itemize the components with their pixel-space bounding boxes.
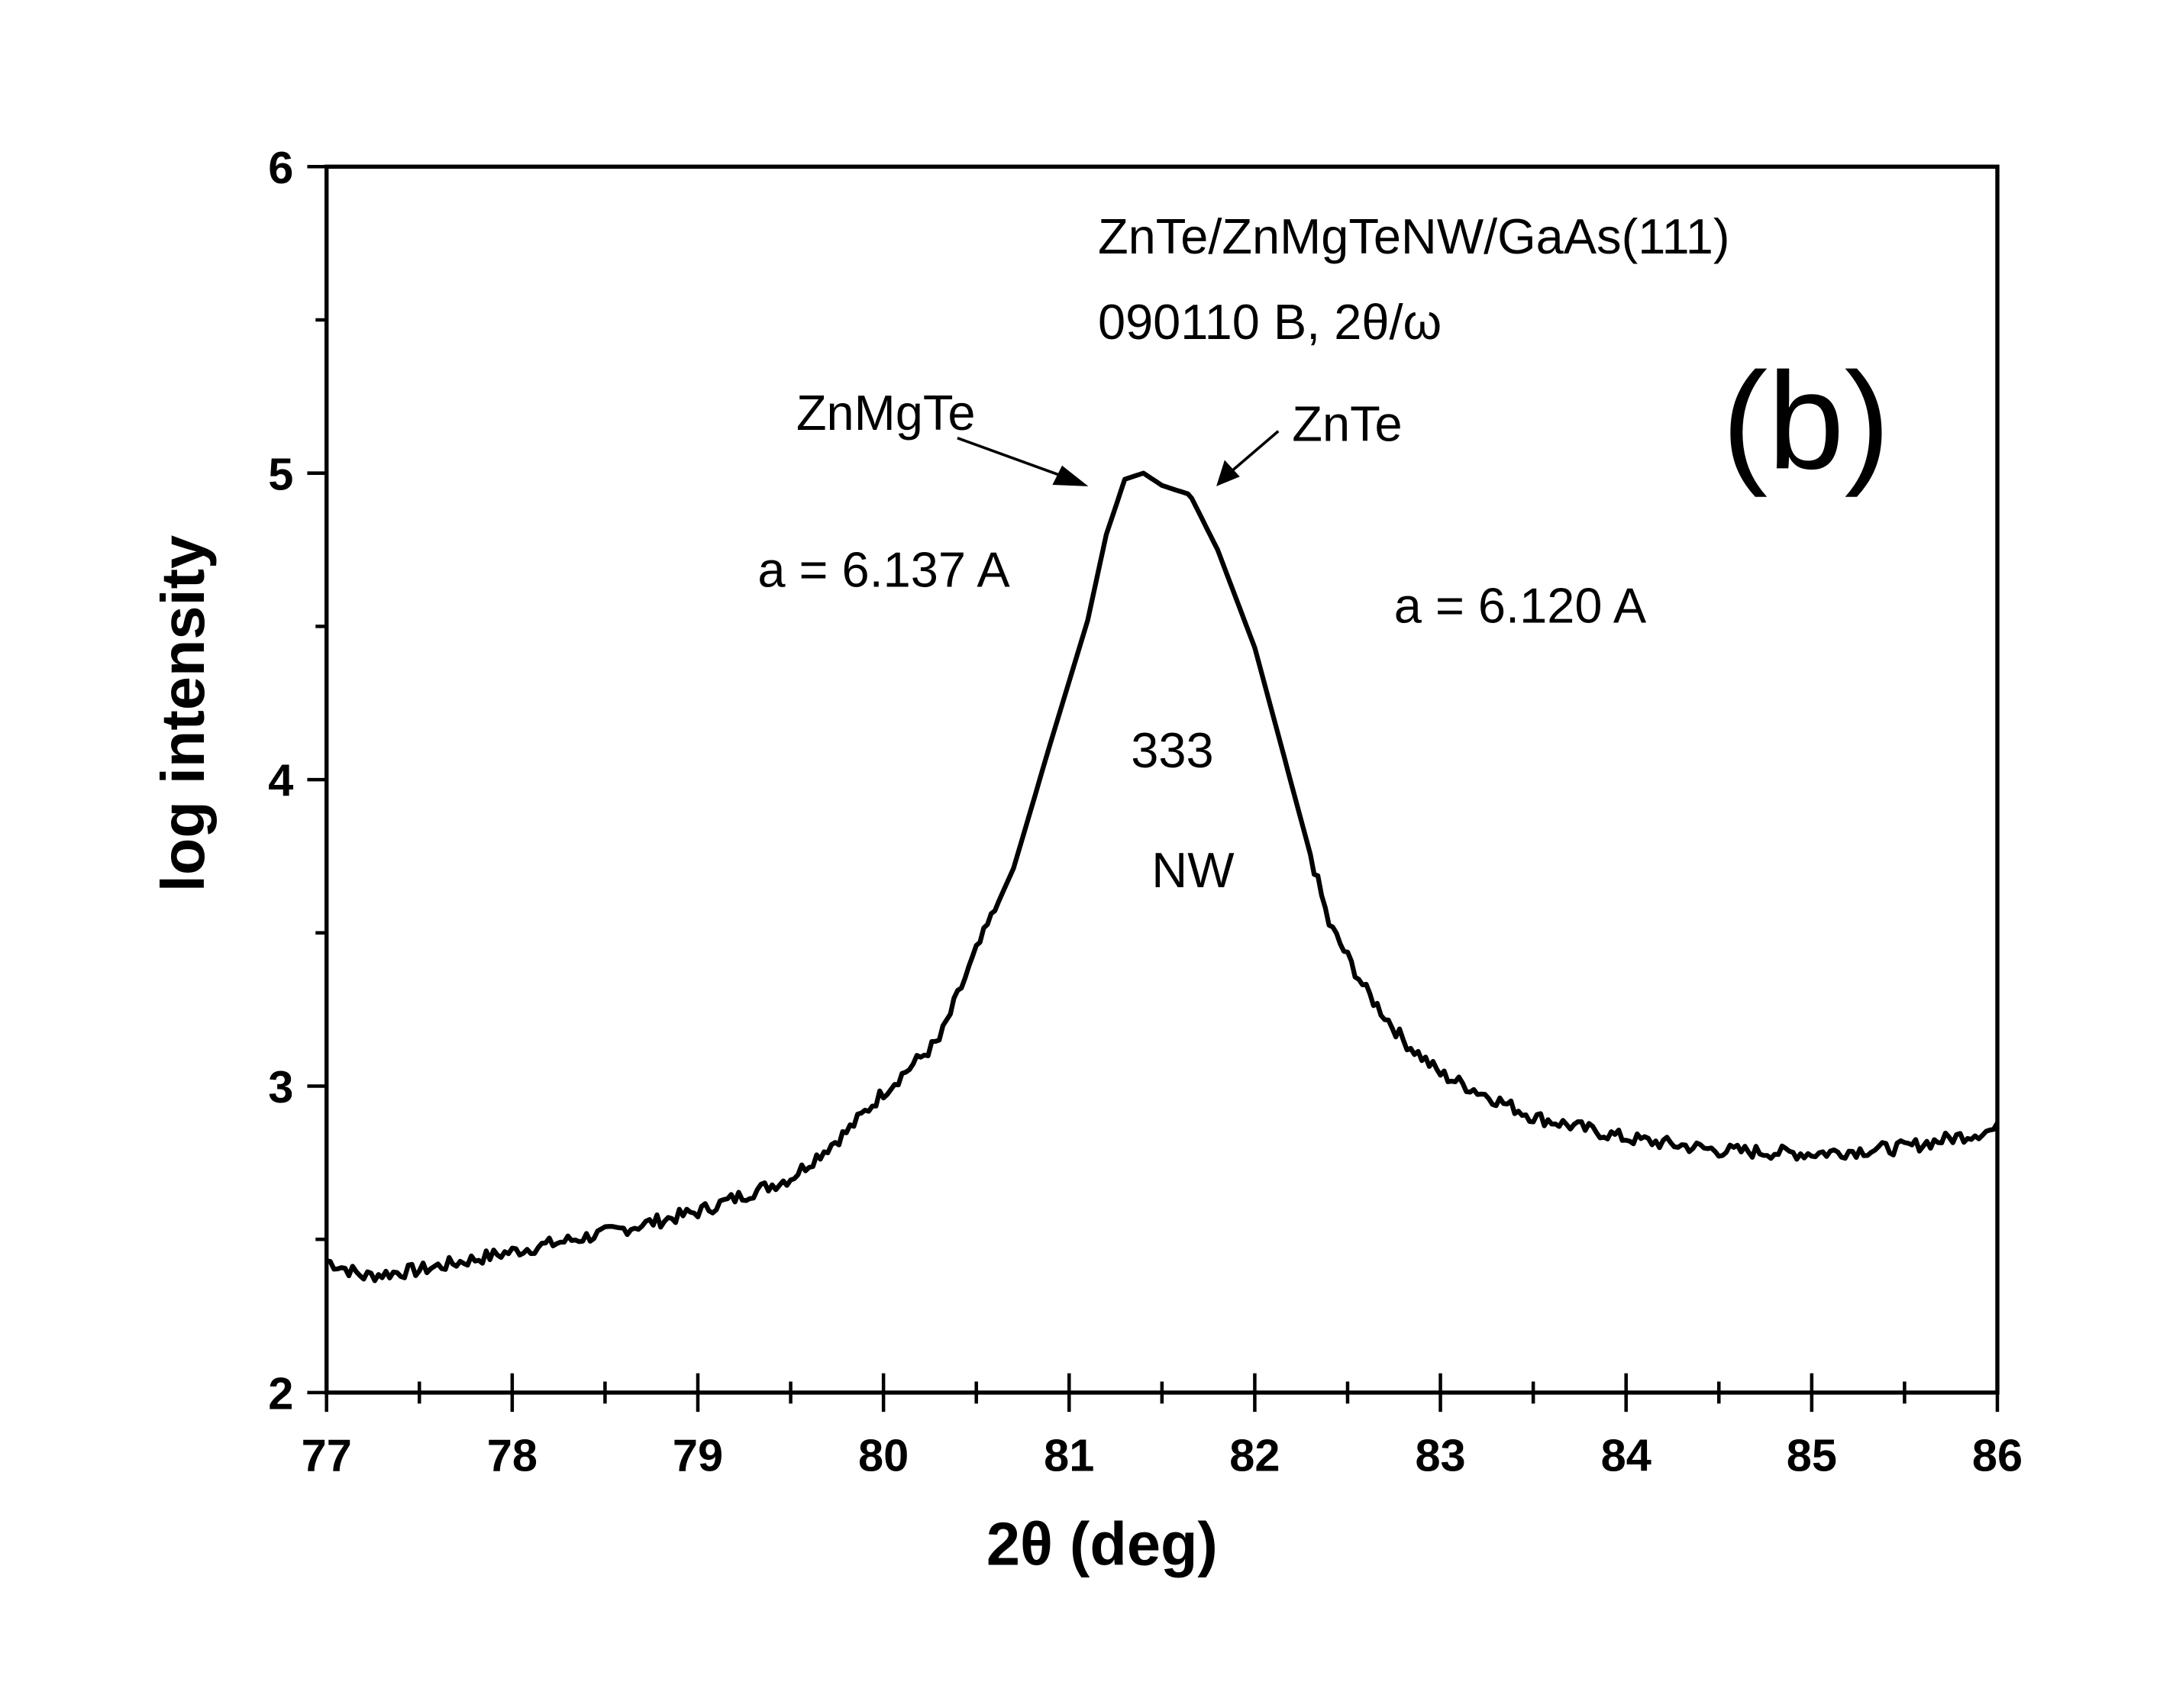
x-tick-label: 82 bbox=[1229, 1430, 1280, 1481]
x-tick-label: 83 bbox=[1415, 1430, 1465, 1481]
x-tick-label: 84 bbox=[1601, 1430, 1651, 1481]
panel-label: (b) bbox=[1722, 344, 1890, 498]
peak-left-label: ZnMgTe bbox=[796, 385, 976, 441]
x-tick-labels: 77 78 79 80 81 82 83 84 85 86 bbox=[302, 1430, 2023, 1481]
y-tick-label: 3 bbox=[268, 1061, 293, 1112]
sample-label: ZnTe/ZnMgTeNW/GaAs(111) bbox=[1098, 208, 1730, 264]
x-tick-label: 77 bbox=[302, 1430, 352, 1481]
arrow-znmgte bbox=[957, 436, 1089, 486]
arrow-znte bbox=[1216, 430, 1280, 486]
y-tick-labels: 2 3 4 5 6 bbox=[268, 142, 293, 1419]
y-tick-label: 4 bbox=[268, 755, 293, 806]
nw-label: NW bbox=[1151, 842, 1235, 898]
x-tick-label: 79 bbox=[673, 1430, 723, 1481]
x-tick-label: 80 bbox=[858, 1430, 909, 1481]
x-tick-label: 81 bbox=[1044, 1430, 1094, 1481]
scan-label: 090110 B, 2θ/ω bbox=[1098, 294, 1442, 350]
x-tick-label: 78 bbox=[487, 1430, 538, 1481]
lattice-right-label: a = 6.120 A bbox=[1394, 577, 1647, 633]
peak-right-label: ZnTe bbox=[1292, 396, 1402, 451]
y-tick-label: 2 bbox=[268, 1368, 293, 1419]
x-tick-label: 86 bbox=[1972, 1430, 2023, 1481]
lattice-left-label: a = 6.137 A bbox=[757, 542, 1010, 598]
axis-ticks bbox=[307, 165, 2000, 1413]
y-axis-label: log intensity bbox=[149, 535, 217, 892]
x-tick-label: 85 bbox=[1787, 1430, 1837, 1481]
reflection-label: 333 bbox=[1131, 722, 1213, 778]
y-tick-label: 6 bbox=[268, 142, 293, 193]
y-tick-label: 5 bbox=[268, 448, 293, 499]
x-axis-label: 2θ (deg) bbox=[986, 1509, 1218, 1577]
series-line bbox=[326, 470, 2000, 1283]
